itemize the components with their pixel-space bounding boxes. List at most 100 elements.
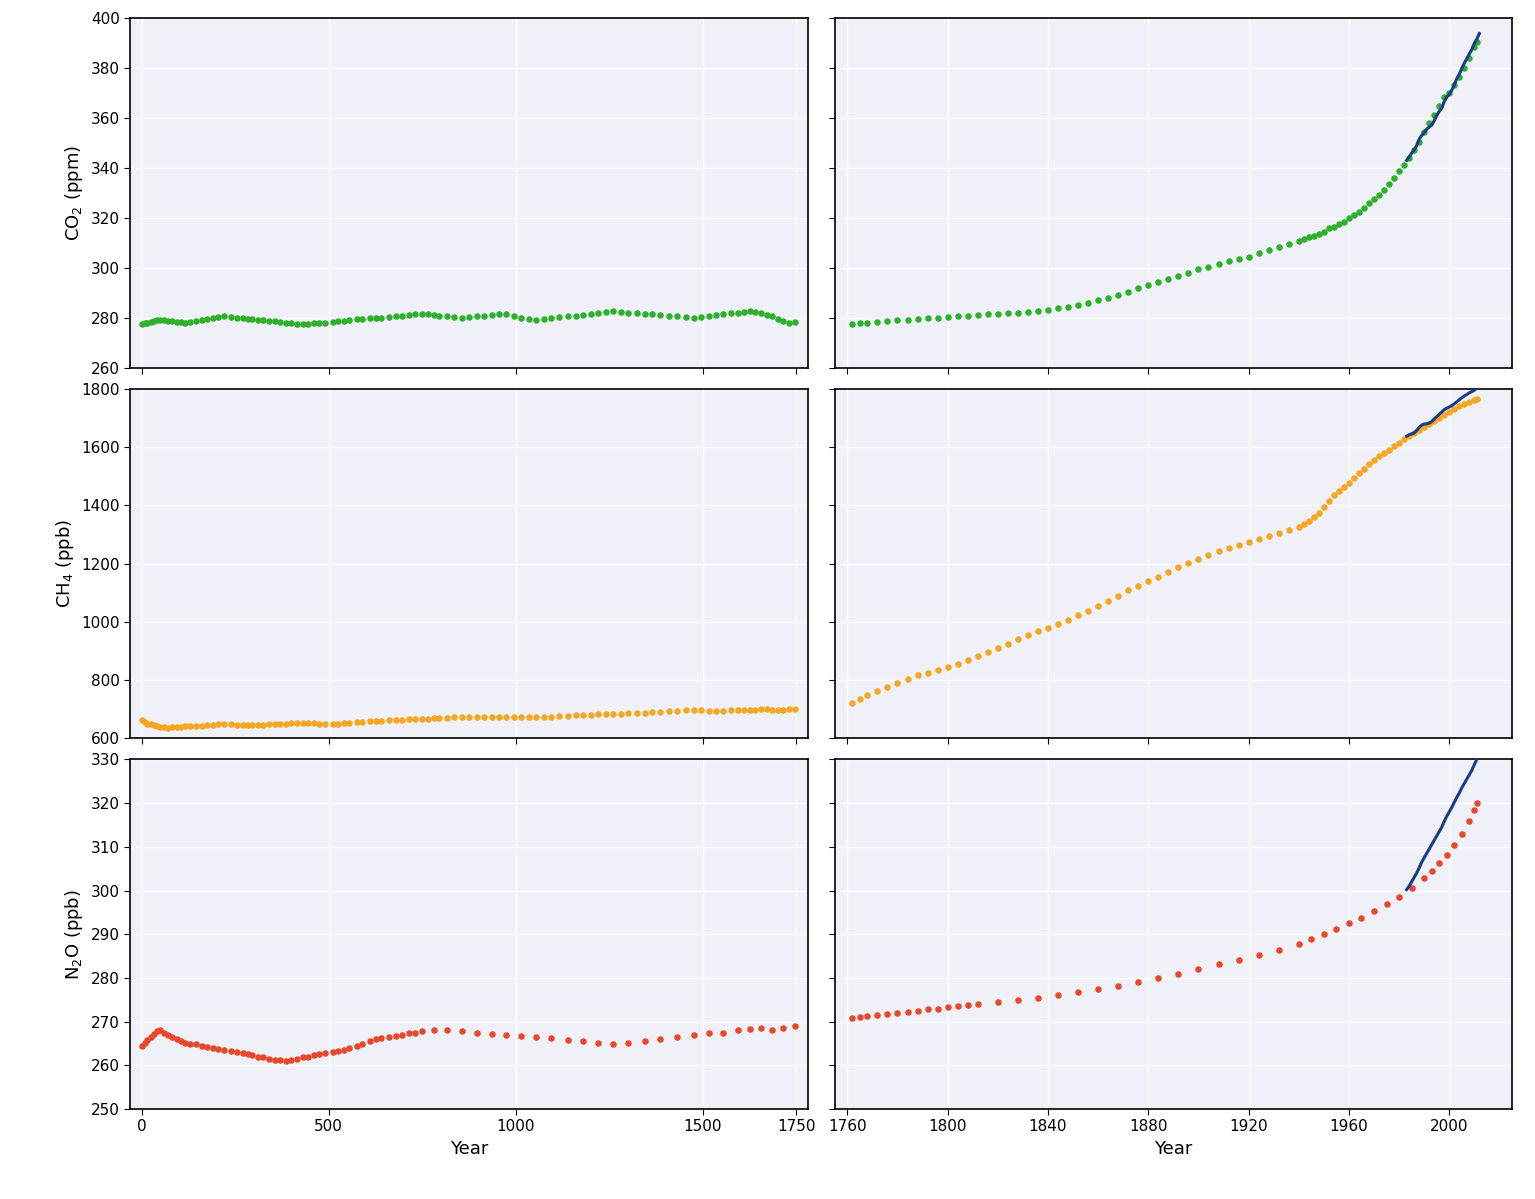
Point: [1016, 302, 1041, 321]
Point: [556, 307, 580, 326]
Point: [160, 312, 184, 331]
Point: [344, 1036, 368, 1055]
Point: [1392, 429, 1417, 448]
Point: [760, 1020, 784, 1040]
Point: [1147, 567, 1171, 586]
Point: [494, 707, 519, 727]
Point: [783, 313, 807, 332]
Point: [1216, 538, 1240, 558]
Point: [1435, 845, 1460, 864]
Point: [886, 1004, 910, 1023]
Point: [1461, 37, 1486, 56]
Point: [457, 707, 482, 727]
Point: [1207, 542, 1231, 561]
Point: [195, 309, 220, 329]
Point: [178, 1034, 203, 1053]
Point: [697, 1024, 721, 1043]
Point: [1045, 299, 1070, 318]
Point: [616, 704, 640, 723]
Point: [1136, 276, 1160, 295]
Point: [1392, 155, 1417, 174]
Point: [866, 681, 890, 700]
Point: [273, 1052, 298, 1071]
Point: [682, 1025, 706, 1044]
Point: [246, 1047, 270, 1066]
Point: [732, 302, 757, 321]
Point: [1116, 580, 1141, 600]
Point: [376, 711, 401, 730]
Point: [1457, 48, 1481, 67]
Point: [239, 309, 264, 329]
Point: [267, 1050, 292, 1070]
Point: [1096, 288, 1121, 307]
Point: [130, 314, 155, 333]
Point: [256, 311, 281, 330]
Point: [1127, 972, 1151, 992]
Point: [267, 715, 292, 734]
Point: [1306, 224, 1331, 243]
Point: [1457, 811, 1481, 830]
Point: [1236, 247, 1260, 266]
Point: [571, 1031, 596, 1050]
Point: [134, 1034, 158, 1053]
Point: [1176, 554, 1200, 573]
Point: [539, 707, 563, 727]
Point: [1147, 969, 1171, 988]
Point: [1461, 391, 1486, 410]
Point: [996, 303, 1021, 323]
Point: [1105, 976, 1130, 995]
Point: [230, 308, 255, 327]
Point: [141, 312, 166, 331]
Point: [494, 1025, 519, 1044]
Point: [262, 1050, 287, 1070]
Point: [926, 308, 950, 327]
Point: [487, 707, 511, 727]
Point: [364, 711, 388, 730]
Point: [1337, 472, 1362, 492]
Point: [169, 717, 193, 736]
Point: [737, 700, 761, 719]
Point: [384, 711, 408, 730]
Point: [1167, 964, 1191, 983]
Point: [416, 305, 441, 324]
Point: [1116, 282, 1141, 301]
Point: [1005, 629, 1030, 649]
Point: [1105, 586, 1130, 605]
Point: [494, 305, 519, 324]
Point: [201, 308, 226, 327]
Point: [421, 306, 445, 325]
Point: [1401, 140, 1426, 159]
Point: [632, 1031, 657, 1050]
Point: [135, 313, 160, 332]
Point: [732, 700, 757, 719]
Point: [1417, 114, 1441, 133]
X-axis label: Year: Year: [1154, 1140, 1193, 1158]
Point: [985, 993, 1010, 1012]
Point: [855, 313, 880, 332]
Point: [1147, 272, 1171, 291]
Point: [726, 303, 751, 323]
Point: [1207, 954, 1231, 974]
Point: [966, 306, 990, 325]
Point: [169, 313, 193, 332]
Point: [539, 1029, 563, 1048]
Point: [246, 716, 270, 735]
Point: [1226, 249, 1251, 269]
Point: [1045, 986, 1070, 1005]
Point: [1065, 982, 1090, 1001]
Point: [1297, 228, 1322, 247]
Point: [1286, 231, 1311, 251]
Point: [296, 713, 321, 733]
Point: [855, 1007, 880, 1026]
Point: [1386, 162, 1411, 181]
Point: [321, 715, 345, 734]
Point: [539, 308, 563, 327]
Point: [212, 307, 236, 326]
Point: [1397, 149, 1421, 168]
Point: [402, 710, 427, 729]
Point: [1257, 526, 1282, 546]
Point: [1325, 920, 1349, 939]
Point: [996, 634, 1021, 653]
Point: [1357, 454, 1382, 474]
Point: [955, 306, 979, 325]
